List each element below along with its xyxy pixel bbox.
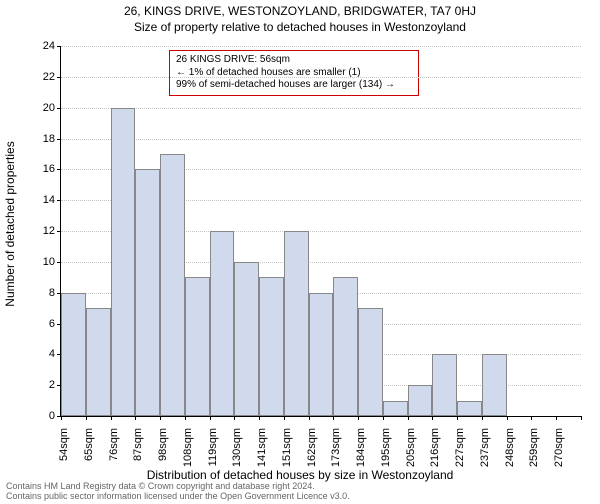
- y-tick-label: 24: [25, 40, 55, 52]
- x-tick-label: 248sqm: [504, 428, 516, 478]
- x-tick-mark: [135, 416, 136, 420]
- y-tick-label: 12: [25, 225, 55, 237]
- annotation-box: 26 KINGS DRIVE: 56sqm ← 1% of detached h…: [169, 50, 419, 96]
- y-axis-label: Number of detached properties: [3, 141, 17, 306]
- histogram-bar: [309, 293, 334, 416]
- histogram-bar: [61, 293, 86, 416]
- histogram-bar: [284, 231, 309, 416]
- x-tick-mark: [333, 416, 334, 420]
- x-tick-mark: [432, 416, 433, 420]
- x-tick-mark: [482, 416, 483, 420]
- x-tick-mark: [210, 416, 211, 420]
- y-tick-label: 4: [25, 348, 55, 360]
- y-tick-mark: [57, 77, 61, 78]
- y-tick-label: 14: [25, 194, 55, 206]
- x-tick-label: 259sqm: [528, 428, 540, 478]
- histogram-bar: [457, 401, 482, 416]
- x-tick-mark: [408, 416, 409, 420]
- histogram-bar: [234, 262, 259, 416]
- footer-attribution: Contains HM Land Registry data © Crown c…: [6, 482, 350, 502]
- x-tick-mark: [531, 416, 532, 420]
- x-tick-mark: [61, 416, 62, 420]
- histogram-bar: [432, 354, 457, 416]
- x-tick-label: 76sqm: [108, 428, 120, 478]
- y-tick-mark: [57, 169, 61, 170]
- x-tick-label: 270sqm: [553, 428, 565, 478]
- x-tick-mark: [507, 416, 508, 420]
- x-tick-label: 119sqm: [207, 428, 219, 478]
- x-tick-label: 216sqm: [429, 428, 441, 478]
- x-tick-label: 162sqm: [306, 428, 318, 478]
- y-tick-mark: [57, 139, 61, 140]
- x-tick-mark: [86, 416, 87, 420]
- histogram-bar: [358, 308, 383, 416]
- histogram-bar: [135, 169, 160, 416]
- y-tick-mark: [57, 200, 61, 201]
- annotation-line-3: 99% of semi-detached houses are larger (…: [176, 79, 412, 92]
- footer-line-2: Contains public sector information licen…: [6, 492, 350, 502]
- histogram-bar: [408, 385, 433, 416]
- histogram-bar: [185, 277, 210, 416]
- x-tick-mark: [383, 416, 384, 420]
- gridline: [61, 139, 581, 140]
- histogram-bar: [111, 108, 136, 416]
- x-tick-mark: [259, 416, 260, 420]
- x-tick-label: 237sqm: [479, 428, 491, 478]
- x-tick-label: 87sqm: [132, 428, 144, 478]
- y-tick-label: 10: [25, 256, 55, 268]
- x-tick-label: 130sqm: [231, 428, 243, 478]
- y-tick-label: 8: [25, 287, 55, 299]
- x-tick-label: 98sqm: [157, 428, 169, 478]
- x-tick-label: 205sqm: [405, 428, 417, 478]
- annotation-line-1: 26 KINGS DRIVE: 56sqm: [176, 54, 412, 67]
- title-address: 26, KINGS DRIVE, WESTONZOYLAND, BRIDGWAT…: [0, 4, 600, 18]
- y-tick-label: 2: [25, 379, 55, 391]
- histogram-bar: [259, 277, 284, 416]
- gridline: [61, 77, 581, 78]
- x-tick-mark: [309, 416, 310, 420]
- x-tick-mark: [457, 416, 458, 420]
- y-tick-mark: [57, 262, 61, 263]
- x-tick-mark: [556, 416, 557, 420]
- x-tick-mark: [284, 416, 285, 420]
- x-tick-label: 54sqm: [58, 428, 70, 478]
- y-tick-label: 16: [25, 163, 55, 175]
- x-tick-mark: [185, 416, 186, 420]
- y-tick-label: 20: [25, 102, 55, 114]
- histogram-bar: [333, 277, 358, 416]
- y-tick-mark: [57, 231, 61, 232]
- gridline: [61, 108, 581, 109]
- x-tick-label: 108sqm: [182, 428, 194, 478]
- y-tick-label: 22: [25, 71, 55, 83]
- x-tick-label: 151sqm: [281, 428, 293, 478]
- histogram-bar: [210, 231, 235, 416]
- x-tick-mark: [358, 416, 359, 420]
- x-tick-mark: [234, 416, 235, 420]
- chart-container: 26, KINGS DRIVE, WESTONZOYLAND, BRIDGWAT…: [0, 4, 600, 504]
- histogram-bar: [160, 154, 185, 416]
- plot-area: 26 KINGS DRIVE: 56sqm ← 1% of detached h…: [60, 46, 581, 417]
- y-tick-mark: [57, 108, 61, 109]
- y-tick-mark: [57, 46, 61, 47]
- histogram-bar: [383, 401, 408, 416]
- x-tick-label: 184sqm: [355, 428, 367, 478]
- x-tick-mark: [111, 416, 112, 420]
- y-tick-label: 18: [25, 133, 55, 145]
- y-tick-label: 0: [25, 410, 55, 422]
- x-tick-label: 141sqm: [256, 428, 268, 478]
- histogram-bar: [86, 308, 111, 416]
- y-tick-label: 6: [25, 318, 55, 330]
- x-tick-label: 65sqm: [83, 428, 95, 478]
- x-tick-mark: [581, 416, 582, 420]
- histogram-bar: [482, 354, 507, 416]
- x-tick-label: 173sqm: [330, 428, 342, 478]
- title-subtitle: Size of property relative to detached ho…: [0, 20, 600, 34]
- x-tick-mark: [160, 416, 161, 420]
- x-tick-label: 227sqm: [454, 428, 466, 478]
- x-tick-label: 195sqm: [380, 428, 392, 478]
- gridline: [61, 46, 581, 47]
